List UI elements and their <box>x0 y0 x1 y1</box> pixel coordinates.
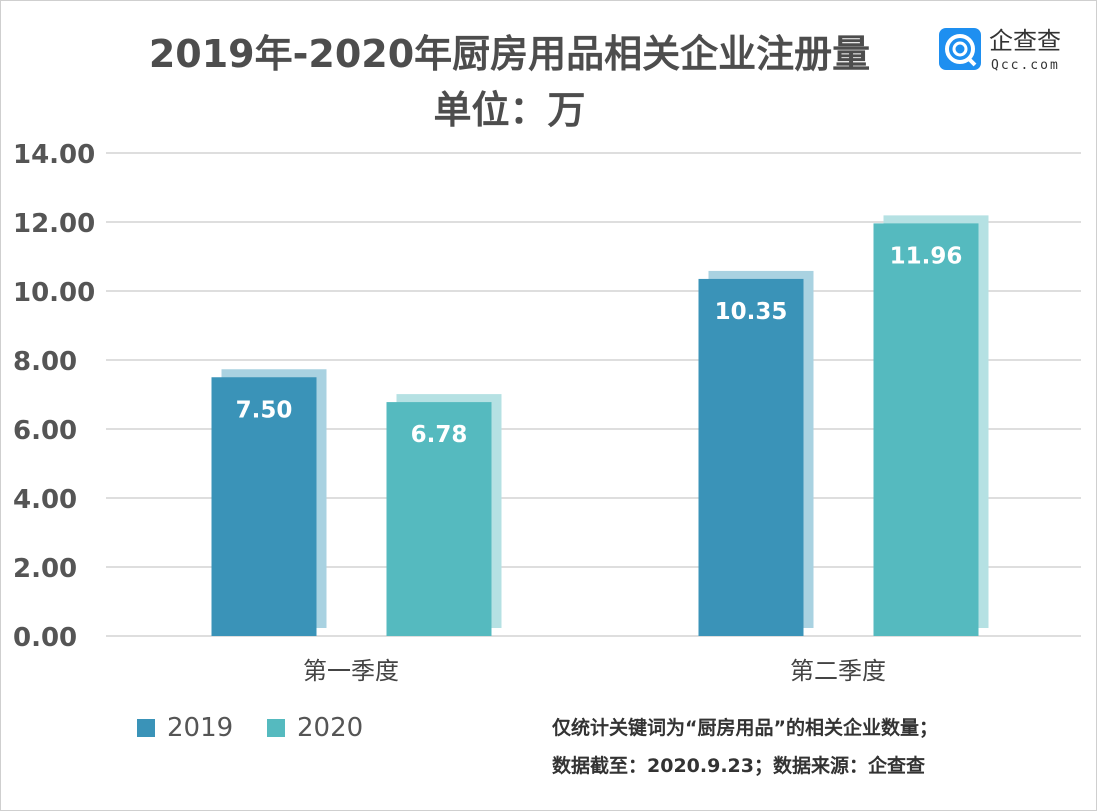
y-tick-label: 10.00 <box>13 278 95 308</box>
note-line: 仅统计关键词为“厨房用品”的相关企业数量； <box>552 717 938 739</box>
legend-item-2020: 2020 <box>267 713 363 743</box>
note-line: 数据截至：2020.9.23；数据来源：企查查 <box>552 755 925 777</box>
bar-2019-1 <box>698 278 804 636</box>
chart-subtitle: 单位：万 <box>433 88 586 132</box>
bar-2019-0 <box>211 377 317 636</box>
legend-swatch <box>267 719 285 737</box>
legend-label: 2019 <box>167 713 234 743</box>
bar-2020-1 <box>873 223 979 636</box>
y-tick-label: 2.00 <box>13 554 77 584</box>
chart-title: 2019年-2020年厨房用品相关企业注册量 <box>148 32 871 76</box>
y-tick-label: 12.00 <box>13 209 95 239</box>
y-tick-label: 14.00 <box>13 140 95 170</box>
y-tick-label: 8.00 <box>13 347 77 377</box>
data-label: 10.35 <box>715 299 788 325</box>
legend-label: 2020 <box>297 713 364 743</box>
qcc-logo: 企查查 Qcc.com <box>939 27 1061 73</box>
legend-swatch <box>137 719 155 737</box>
data-label: 7.50 <box>236 397 293 423</box>
x-category-label: 第一季度 <box>303 657 399 685</box>
y-tick-label: 4.00 <box>13 485 77 515</box>
legend-item-2019: 2019 <box>137 713 233 743</box>
data-label: 6.78 <box>411 422 468 448</box>
y-tick-label: 6.00 <box>13 416 77 446</box>
data-label: 11.96 <box>890 243 963 269</box>
x-category-label: 第二季度 <box>790 657 886 685</box>
y-tick-label: 0.00 <box>13 623 77 653</box>
bar-2020-0 <box>386 402 492 636</box>
svg-text:企查查: 企查查 <box>989 27 1061 55</box>
svg-text:Qcc.com: Qcc.com <box>991 58 1060 73</box>
